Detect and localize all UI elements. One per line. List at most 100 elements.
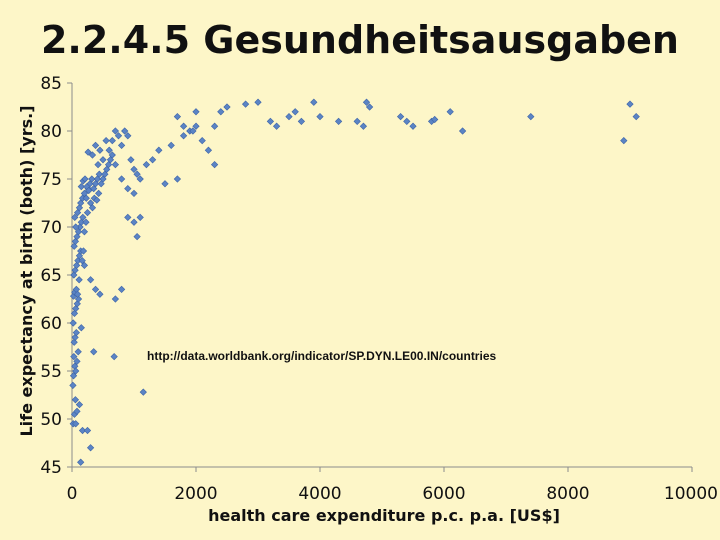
data-point	[334, 117, 343, 126]
y-tick-label: 85	[40, 74, 62, 94]
data-point	[91, 141, 100, 150]
data-point	[77, 183, 85, 191]
data-point	[71, 213, 79, 222]
data-point	[72, 223, 80, 231]
data-point	[70, 352, 78, 361]
data-point	[117, 175, 126, 183]
data-point	[204, 146, 213, 154]
data-point	[80, 261, 89, 270]
data-point	[81, 175, 89, 183]
data-point	[72, 328, 80, 337]
data-point	[79, 247, 88, 255]
data-point	[136, 175, 144, 183]
data-point	[95, 189, 103, 198]
data-point	[72, 367, 80, 375]
x-ticks: 0 2000 4000 6000 8000 10000	[67, 467, 718, 504]
data-point	[93, 175, 102, 183]
data-point	[91, 180, 100, 188]
data-point	[71, 396, 80, 404]
y-tick-label: 55	[40, 362, 62, 382]
y-tick-label: 65	[40, 266, 62, 286]
data-point	[78, 256, 86, 265]
data-point	[72, 420, 80, 428]
data-point	[179, 132, 188, 140]
data-point	[102, 136, 110, 145]
y-tick-label: 70	[40, 218, 62, 238]
data-point	[217, 108, 225, 116]
y-tick-label: 45	[40, 458, 62, 478]
data-point	[297, 117, 306, 126]
data-point	[69, 381, 77, 390]
data-point	[127, 156, 135, 164]
data-point	[75, 204, 84, 212]
data-point	[73, 407, 81, 415]
x-axis-title: health care expenditure p.c. p.a. [US$]	[208, 506, 560, 525]
data-point	[291, 108, 299, 116]
data-point	[94, 160, 102, 169]
data-point	[108, 151, 116, 159]
data-point	[148, 156, 157, 164]
data-point	[83, 208, 92, 217]
data-point	[136, 213, 144, 222]
y-tick-label: 60	[40, 314, 62, 334]
data-point	[105, 146, 113, 154]
data-point	[396, 112, 405, 121]
data-point	[527, 112, 535, 121]
data-point	[90, 348, 98, 356]
data-point	[130, 165, 138, 174]
data-point	[79, 213, 87, 222]
chart-axes	[71, 83, 692, 468]
data-point	[106, 156, 115, 164]
data-point	[365, 103, 374, 111]
data-point	[73, 290, 82, 298]
y-tick-label: 80	[40, 122, 62, 142]
data-point	[161, 180, 169, 188]
data-point	[75, 400, 84, 409]
data-points	[69, 98, 640, 466]
data-point	[70, 309, 79, 318]
data-point	[88, 151, 97, 159]
data-point	[78, 426, 87, 435]
data-point	[124, 132, 132, 140]
data-point	[111, 127, 120, 135]
data-point	[130, 218, 138, 226]
data-point	[130, 189, 138, 198]
data-point	[95, 170, 103, 178]
data-point	[285, 112, 293, 121]
data-point	[73, 357, 81, 366]
x-tick-label: 0	[67, 484, 78, 504]
data-point	[133, 170, 141, 178]
data-point	[75, 276, 83, 284]
data-point	[111, 295, 120, 303]
data-point	[198, 136, 206, 145]
data-point	[167, 141, 175, 150]
x-tick-label: 2000	[174, 484, 217, 504]
data-point	[241, 100, 250, 108]
x-tick-label: 6000	[422, 484, 465, 504]
data-point	[142, 160, 151, 169]
data-point	[431, 115, 439, 124]
data-point	[108, 136, 116, 145]
data-point	[114, 132, 123, 140]
data-point	[83, 426, 92, 435]
data-point	[223, 103, 231, 111]
data-point	[254, 98, 262, 106]
data-point	[272, 122, 281, 130]
slide-title: 2.2.4.5 Gesundheitsausgaben	[40, 18, 679, 62]
data-point	[155, 146, 163, 154]
y-ticks: 45 50 55 60 65 70 75 80 85	[40, 74, 72, 478]
y-tick-label: 75	[40, 170, 62, 190]
data-point	[85, 186, 93, 195]
data-point	[173, 112, 182, 121]
data-point	[80, 228, 89, 236]
data-point	[96, 146, 104, 154]
data-point	[73, 261, 81, 270]
data-point	[359, 122, 368, 130]
data-point	[82, 218, 90, 226]
data-point	[266, 117, 275, 126]
data-point	[99, 175, 107, 183]
data-point	[632, 112, 640, 121]
data-point	[91, 285, 100, 294]
